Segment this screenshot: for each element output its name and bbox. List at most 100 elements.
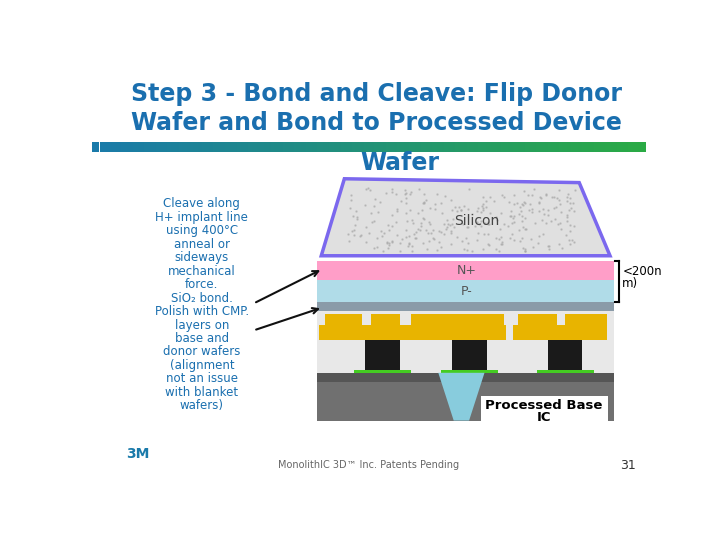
Bar: [568, 142, 570, 152]
Bar: [632, 142, 633, 152]
Bar: [501, 142, 503, 152]
Bar: [265, 142, 266, 152]
Bar: [486, 142, 487, 152]
Bar: [480, 142, 481, 152]
Bar: [331, 142, 332, 152]
Bar: [319, 142, 320, 152]
Bar: [407, 142, 408, 152]
Bar: [303, 142, 304, 152]
Bar: [479, 142, 480, 152]
Bar: [332, 142, 333, 152]
Bar: [606, 142, 607, 152]
Bar: [541, 142, 542, 152]
Bar: [266, 142, 267, 152]
Bar: [318, 302, 614, 311]
Bar: [485, 142, 486, 152]
Bar: [259, 142, 260, 152]
Bar: [537, 142, 538, 152]
Bar: [170, 142, 171, 152]
Bar: [324, 142, 325, 152]
Bar: [188, 142, 189, 152]
Bar: [208, 142, 209, 152]
Bar: [546, 142, 547, 152]
Bar: [310, 142, 311, 152]
Bar: [174, 142, 175, 152]
Bar: [371, 314, 400, 325]
Bar: [352, 142, 353, 152]
Bar: [425, 142, 426, 152]
Bar: [123, 142, 124, 152]
Bar: [624, 142, 625, 152]
Bar: [469, 142, 470, 152]
Bar: [381, 142, 382, 152]
Bar: [250, 142, 251, 152]
Bar: [104, 142, 105, 152]
Bar: [437, 142, 438, 152]
Bar: [513, 142, 514, 152]
Bar: [645, 142, 647, 152]
Bar: [482, 142, 483, 152]
Bar: [554, 142, 555, 152]
Bar: [257, 142, 258, 152]
Bar: [419, 142, 420, 152]
Bar: [610, 142, 611, 152]
Bar: [315, 142, 316, 152]
Bar: [448, 142, 449, 152]
Bar: [316, 142, 317, 152]
Bar: [162, 142, 163, 152]
Bar: [389, 142, 390, 152]
Bar: [318, 142, 319, 152]
Bar: [204, 142, 205, 152]
Bar: [375, 142, 376, 152]
Bar: [628, 142, 629, 152]
Bar: [302, 142, 303, 152]
Bar: [387, 142, 388, 152]
Bar: [561, 142, 562, 152]
Bar: [397, 142, 398, 152]
Bar: [254, 142, 255, 152]
Bar: [100, 142, 101, 152]
Bar: [160, 142, 161, 152]
Bar: [361, 142, 362, 152]
Bar: [122, 142, 123, 152]
Bar: [192, 142, 193, 152]
Bar: [589, 142, 590, 152]
Bar: [623, 142, 624, 152]
Bar: [234, 142, 235, 152]
Bar: [412, 142, 413, 152]
Bar: [426, 142, 427, 152]
Bar: [260, 142, 261, 152]
Bar: [221, 142, 222, 152]
Text: IC: IC: [537, 411, 552, 424]
Text: m): m): [622, 276, 639, 289]
Bar: [225, 142, 226, 152]
Bar: [275, 142, 276, 152]
Bar: [481, 396, 608, 425]
Bar: [626, 142, 627, 152]
Bar: [108, 142, 109, 152]
Bar: [212, 142, 213, 152]
Bar: [483, 142, 484, 152]
Bar: [535, 142, 536, 152]
Bar: [365, 142, 366, 152]
Bar: [203, 142, 204, 152]
Bar: [239, 142, 240, 152]
Bar: [224, 142, 225, 152]
Bar: [171, 142, 172, 152]
Bar: [293, 142, 294, 152]
Bar: [158, 142, 159, 152]
Bar: [548, 340, 582, 370]
Bar: [351, 142, 352, 152]
Bar: [471, 142, 472, 152]
Text: (alignment: (alignment: [170, 359, 234, 372]
Bar: [363, 142, 364, 152]
Bar: [607, 142, 608, 152]
Bar: [322, 142, 323, 152]
Bar: [295, 142, 296, 152]
Bar: [182, 142, 183, 152]
Bar: [631, 142, 632, 152]
Bar: [114, 142, 115, 152]
Bar: [244, 142, 245, 152]
Bar: [97, 142, 98, 152]
Bar: [549, 142, 550, 152]
